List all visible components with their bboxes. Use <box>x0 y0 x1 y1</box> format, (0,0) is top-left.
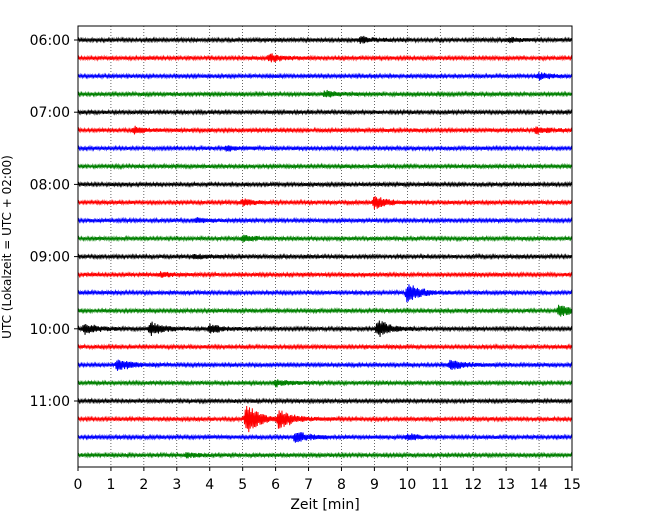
x-axis-label: Zeit [min] <box>290 497 359 513</box>
y-tick-label: 08:00 <box>30 177 70 193</box>
trace-0730 <box>77 144 573 152</box>
x-axis-ticks: 0 1 2 3 4 5 6 7 8 9 10 11 12 13 14 15 <box>74 467 581 493</box>
trace-1145 <box>77 451 573 459</box>
x-tick-label: 1 <box>106 477 115 493</box>
y-tick-label: 07:00 <box>30 105 70 121</box>
x-tick-label: 10 <box>398 477 416 493</box>
trace-0845 <box>77 234 573 243</box>
y-tick-label: 09:00 <box>30 250 70 266</box>
trace-0745 <box>77 162 573 171</box>
x-tick-label: 0 <box>74 477 83 493</box>
trace-0915 <box>77 270 573 279</box>
y-axis-ticks: 06:00 07:00 08:00 09:00 10:00 11:00 <box>30 33 78 410</box>
x-tick-label: 9 <box>370 477 379 493</box>
trace-1115 <box>77 405 573 433</box>
x-tick-label: 14 <box>530 477 548 493</box>
x-tick-label: 12 <box>464 477 482 493</box>
y-tick-label: 11:00 <box>30 394 70 410</box>
trace-1030 <box>77 359 573 371</box>
trace-1100 <box>77 397 573 405</box>
trace-0815 <box>77 196 573 210</box>
trace-0700 <box>77 108 573 116</box>
x-tick-label: 6 <box>271 477 280 493</box>
trace-0900 <box>77 252 573 261</box>
x-tick-label: 4 <box>205 477 214 493</box>
trace-1045 <box>77 379 573 388</box>
trace-0645 <box>77 89 573 98</box>
trace-0630 <box>77 72 573 81</box>
y-axis-label: UTC (Lokalzeit = UTC + 02:00) <box>0 155 14 339</box>
trace-0945 <box>77 304 573 317</box>
trace-0800 <box>77 180 573 189</box>
trace-0830 <box>77 216 573 225</box>
trace-0600 <box>77 35 573 44</box>
x-tick-label: 15 <box>563 477 581 493</box>
trace-1130 <box>77 432 573 443</box>
x-tick-label: 2 <box>139 477 148 493</box>
x-tick-label: 13 <box>497 477 515 493</box>
trace-1000 <box>77 320 573 337</box>
seismic-traces <box>77 35 573 459</box>
trace-0615 <box>77 53 573 63</box>
x-tick-label: 7 <box>304 477 313 493</box>
trace-0930 <box>77 284 573 303</box>
x-tick-label: 8 <box>337 477 346 493</box>
plot-frame <box>77 25 573 468</box>
y-tick-label: 10:00 <box>30 322 70 338</box>
trace-1015 <box>77 343 573 351</box>
x-tick-label: 5 <box>238 477 247 493</box>
x-tick-label: 3 <box>172 477 181 493</box>
trace-0715 <box>77 125 573 135</box>
y-tick-label: 06:00 <box>30 33 70 49</box>
x-tick-label: 11 <box>431 477 449 493</box>
